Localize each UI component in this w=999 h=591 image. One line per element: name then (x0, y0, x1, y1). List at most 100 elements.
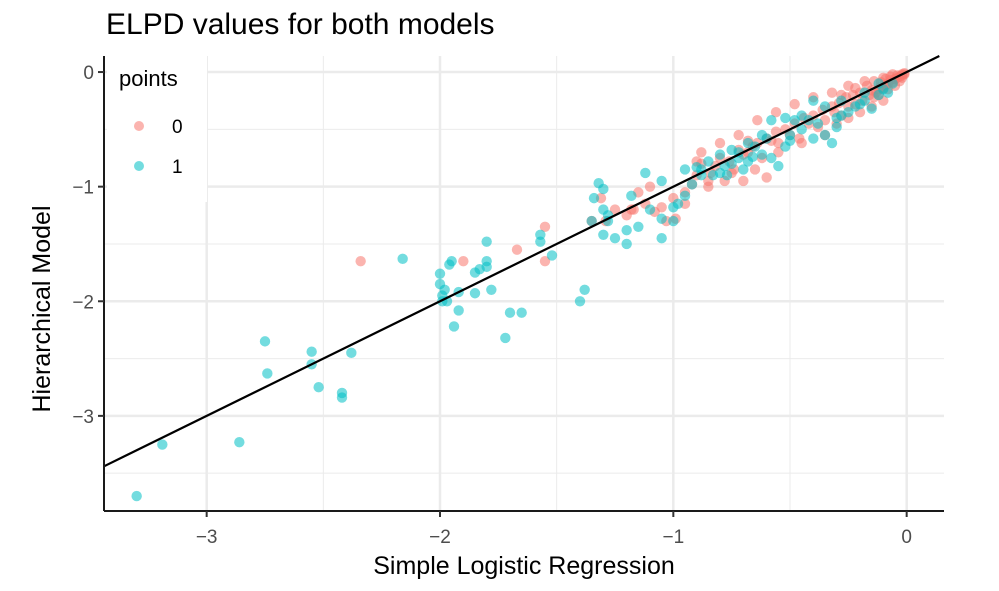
point-series-1 (434, 268, 446, 279)
x-tick-label: 0 (901, 527, 912, 548)
point-series-1 (640, 167, 651, 179)
point-series-0 (458, 255, 469, 267)
point-series-0 (859, 76, 870, 87)
point-series-1 (469, 288, 481, 299)
point-series-0 (609, 204, 621, 215)
point-series-1 (766, 114, 777, 126)
point-series-0 (773, 147, 784, 158)
x-axis-ticks: −3 −2 −1 0 (196, 511, 912, 548)
point-series-1 (668, 202, 679, 213)
point-series-0 (644, 181, 656, 192)
point-series-1 (262, 368, 273, 379)
point-series-1 (656, 233, 667, 244)
point-series-1 (313, 382, 324, 393)
point-series-1 (439, 284, 450, 296)
point-series-1 (656, 175, 667, 187)
point-series-1 (453, 305, 464, 316)
point-series-1 (574, 296, 586, 307)
point-series-1 (234, 437, 245, 448)
point-series-1 (780, 112, 791, 124)
legend-background (107, 56, 207, 202)
point-series-1 (346, 347, 357, 359)
point-series-1 (819, 129, 831, 141)
point-series-1 (679, 190, 691, 202)
point-series-1 (773, 160, 784, 172)
point-series-1 (609, 233, 621, 244)
point-series-0 (749, 164, 761, 175)
point-series-1 (819, 101, 831, 112)
point-series-1 (633, 221, 644, 232)
point-series-1 (397, 253, 408, 265)
point-series-0 (703, 181, 714, 192)
legend-label-1: 1 (172, 157, 183, 178)
point-series-0 (761, 172, 772, 183)
point-series-1 (157, 439, 168, 450)
point-series-1 (598, 229, 609, 240)
point-series-1 (306, 346, 317, 357)
point-series-1 (766, 152, 777, 164)
point-series-0 (850, 82, 861, 94)
point-series-1 (756, 129, 768, 141)
point-series-1 (756, 149, 768, 160)
point-series-0 (752, 114, 763, 126)
legend-label-0: 0 (172, 117, 183, 138)
point-series-1 (446, 255, 457, 267)
point-series-1 (742, 137, 754, 149)
point-series-1 (448, 321, 460, 332)
y-tick-label: −2 (72, 292, 94, 313)
point-series-1 (504, 307, 516, 318)
data-points (131, 67, 910, 502)
point-series-1 (812, 118, 824, 129)
point-series-1 (481, 236, 492, 247)
point-series-1 (336, 392, 348, 403)
point-series-0 (733, 129, 744, 141)
point-series-0 (789, 98, 800, 110)
point-series-1 (738, 164, 749, 175)
point-series-0 (738, 175, 749, 187)
point-series-1 (826, 137, 838, 149)
point-series-0 (714, 137, 726, 149)
major-gridlines (104, 56, 944, 511)
y-axis-ticks: −3 −2 −1 0 (72, 63, 104, 428)
point-series-1 (808, 133, 819, 144)
point-series-1 (588, 192, 600, 204)
axes (103, 56, 944, 512)
point-series-1 (535, 236, 546, 247)
point-series-0 (621, 210, 632, 221)
point-series-1 (784, 135, 796, 147)
reference-line (103, 55, 940, 468)
point-series-0 (539, 255, 551, 267)
x-tick-label: −2 (429, 527, 451, 548)
x-tick-label: −1 (662, 527, 684, 548)
point-series-1 (686, 179, 698, 190)
point-series-1 (831, 112, 842, 124)
y-tick-label: −1 (72, 178, 94, 199)
y-axis-title: Hierarchical Model (28, 205, 56, 412)
point-series-0 (539, 221, 551, 232)
point-series-1 (579, 284, 590, 296)
point-series-1 (796, 124, 807, 135)
point-series-1 (656, 213, 667, 224)
point-series-0 (696, 147, 707, 158)
point-series-1 (714, 149, 726, 160)
point-series-1 (679, 164, 691, 175)
point-series-0 (511, 244, 523, 255)
point-series-1 (621, 225, 632, 236)
point-series-0 (355, 255, 366, 267)
point-series-1 (796, 110, 807, 121)
point-series-1 (859, 95, 870, 106)
point-series-1 (882, 87, 894, 98)
y-tick-label: 0 (83, 63, 94, 84)
point-series-1 (546, 250, 558, 261)
x-axis-title: Simple Logistic Regression (373, 552, 675, 580)
point-series-1 (259, 336, 271, 347)
point-series-1 (621, 238, 632, 250)
point-series-1 (843, 106, 854, 118)
point-series-1 (747, 151, 758, 163)
point-series-1 (516, 307, 527, 318)
point-series-1 (644, 204, 656, 215)
point-series-1 (726, 144, 737, 156)
x-tick-label: −3 (196, 527, 218, 548)
point-series-1 (486, 284, 497, 296)
point-series-0 (796, 137, 807, 149)
